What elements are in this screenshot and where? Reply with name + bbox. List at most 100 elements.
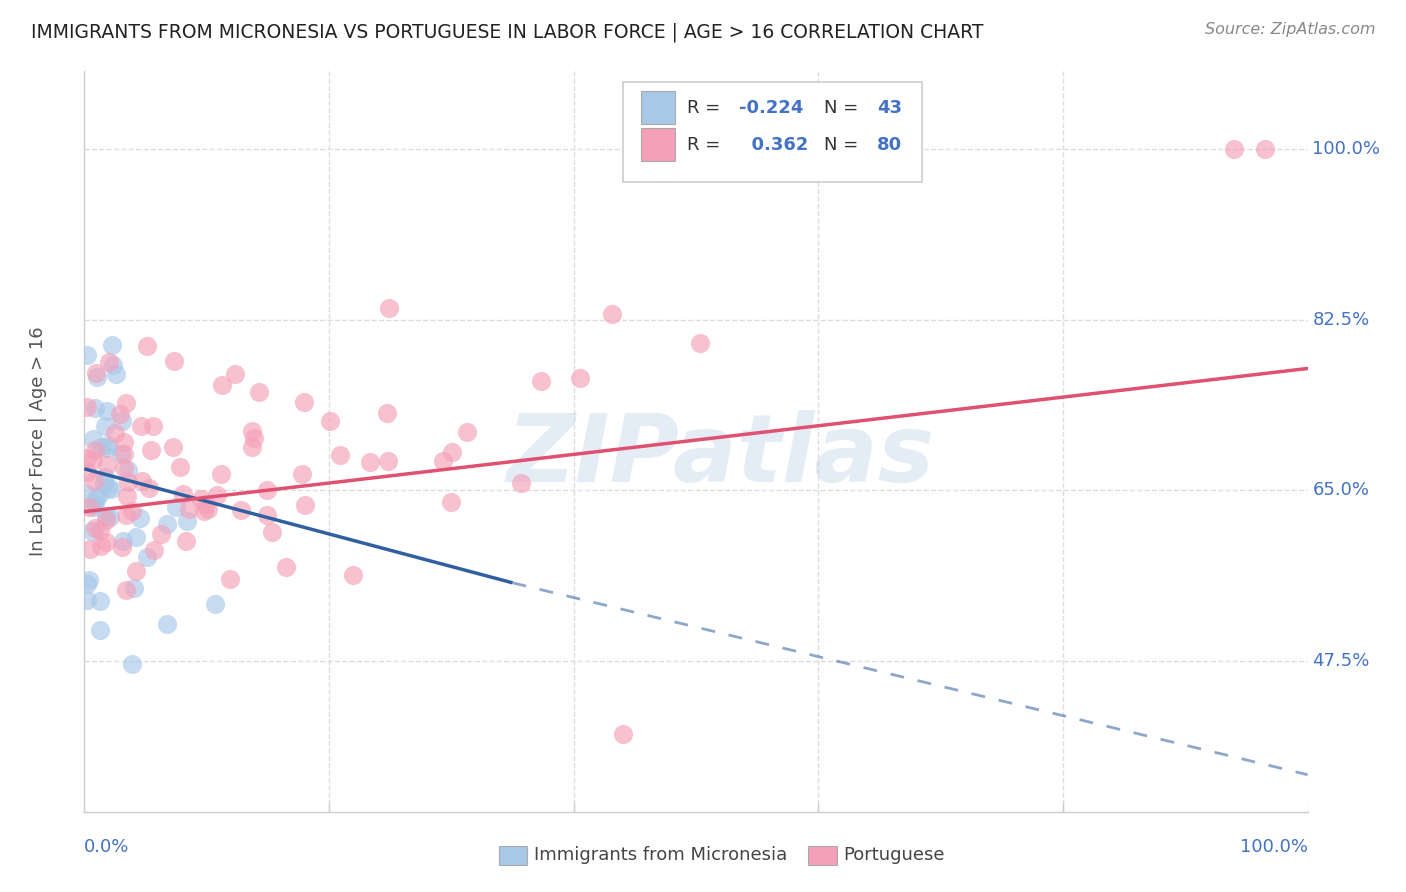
Point	[111, 541, 134, 555]
Point	[112, 448, 135, 462]
Point	[1254, 142, 1277, 156]
Point	[115, 489, 138, 503]
Point	[195, 497, 218, 511]
Point	[89, 488, 111, 502]
Point	[82, 453, 104, 467]
Point	[96, 403, 118, 417]
Point	[76, 465, 98, 479]
Point	[100, 338, 122, 352]
Point	[77, 573, 100, 587]
Point	[90, 539, 112, 553]
Point	[155, 516, 177, 531]
Point	[294, 498, 316, 512]
Point	[115, 582, 138, 597]
Point	[177, 502, 200, 516]
Point	[143, 542, 166, 557]
Text: R =: R =	[688, 136, 727, 153]
Point	[84, 401, 107, 415]
Point	[602, 306, 624, 320]
Point	[274, 560, 297, 574]
Text: Portuguese: Portuguese	[844, 847, 945, 864]
Point	[84, 521, 107, 535]
Point	[329, 448, 352, 462]
Text: IMMIGRANTS FROM MICRONESIA VS PORTUGUESE IN LABOR FORCE | AGE > 16 CORRELATION C: IMMIGRANTS FROM MICRONESIA VS PORTUGUESE…	[31, 22, 983, 42]
Point	[197, 502, 219, 516]
Point	[530, 374, 553, 388]
Point	[103, 358, 125, 372]
Point	[174, 533, 197, 548]
Point	[112, 533, 135, 548]
Point	[84, 491, 107, 505]
FancyBboxPatch shape	[623, 82, 922, 183]
Point	[117, 475, 139, 490]
Point	[1223, 142, 1246, 156]
Point	[97, 355, 120, 369]
Point	[224, 367, 246, 381]
Text: 0.0%: 0.0%	[84, 838, 129, 855]
Point	[93, 475, 115, 490]
Point	[84, 497, 107, 511]
Point	[82, 524, 104, 539]
Point	[342, 568, 364, 582]
Point	[319, 414, 342, 428]
Point	[142, 419, 165, 434]
Point	[247, 384, 270, 399]
Point	[86, 370, 108, 384]
Point	[456, 425, 478, 439]
Point	[79, 542, 101, 557]
Point	[83, 474, 105, 488]
Text: 80: 80	[877, 136, 903, 153]
Point	[125, 565, 148, 579]
Point	[94, 418, 117, 433]
Point	[97, 481, 120, 495]
Text: In Labor Force | Age > 16: In Labor Force | Age > 16	[30, 326, 46, 557]
Text: 0.362: 0.362	[738, 136, 808, 153]
Point	[82, 500, 104, 514]
Point	[377, 454, 399, 468]
Point	[165, 500, 187, 514]
Text: R =: R =	[688, 99, 727, 117]
Text: N =: N =	[824, 136, 865, 153]
Text: Immigrants from Micronesia: Immigrants from Micronesia	[534, 847, 787, 864]
Point	[112, 434, 135, 449]
Point	[441, 445, 464, 459]
Point	[131, 475, 153, 489]
Point	[172, 487, 194, 501]
Point	[94, 534, 117, 549]
Text: 82.5%: 82.5%	[1312, 310, 1369, 329]
Point	[432, 454, 454, 468]
Point	[219, 572, 242, 586]
Point	[291, 467, 314, 481]
Point	[76, 593, 98, 607]
Point	[121, 657, 143, 671]
Text: ZIPatlas: ZIPatlas	[506, 410, 935, 502]
Point	[98, 510, 121, 524]
Point	[76, 577, 98, 591]
Point	[375, 405, 398, 419]
Text: -0.224: -0.224	[738, 99, 803, 117]
Text: Source: ZipAtlas.com: Source: ZipAtlas.com	[1205, 22, 1375, 37]
Point	[243, 431, 266, 445]
Point	[240, 424, 263, 438]
Point	[76, 487, 98, 501]
Point	[156, 617, 179, 632]
Point	[96, 513, 118, 527]
Point	[129, 418, 152, 433]
Point	[169, 459, 191, 474]
Point	[89, 623, 111, 637]
Point	[612, 727, 634, 741]
Point	[209, 467, 232, 481]
Point	[139, 443, 162, 458]
Point	[190, 491, 212, 506]
Point	[96, 458, 118, 472]
Point	[162, 441, 184, 455]
Point	[89, 593, 111, 607]
Point	[231, 503, 253, 517]
Point	[262, 525, 284, 540]
Point	[205, 488, 228, 502]
Point	[510, 475, 533, 490]
Point	[138, 481, 160, 495]
Point	[110, 447, 132, 461]
Point	[136, 339, 159, 353]
Point	[114, 395, 136, 409]
